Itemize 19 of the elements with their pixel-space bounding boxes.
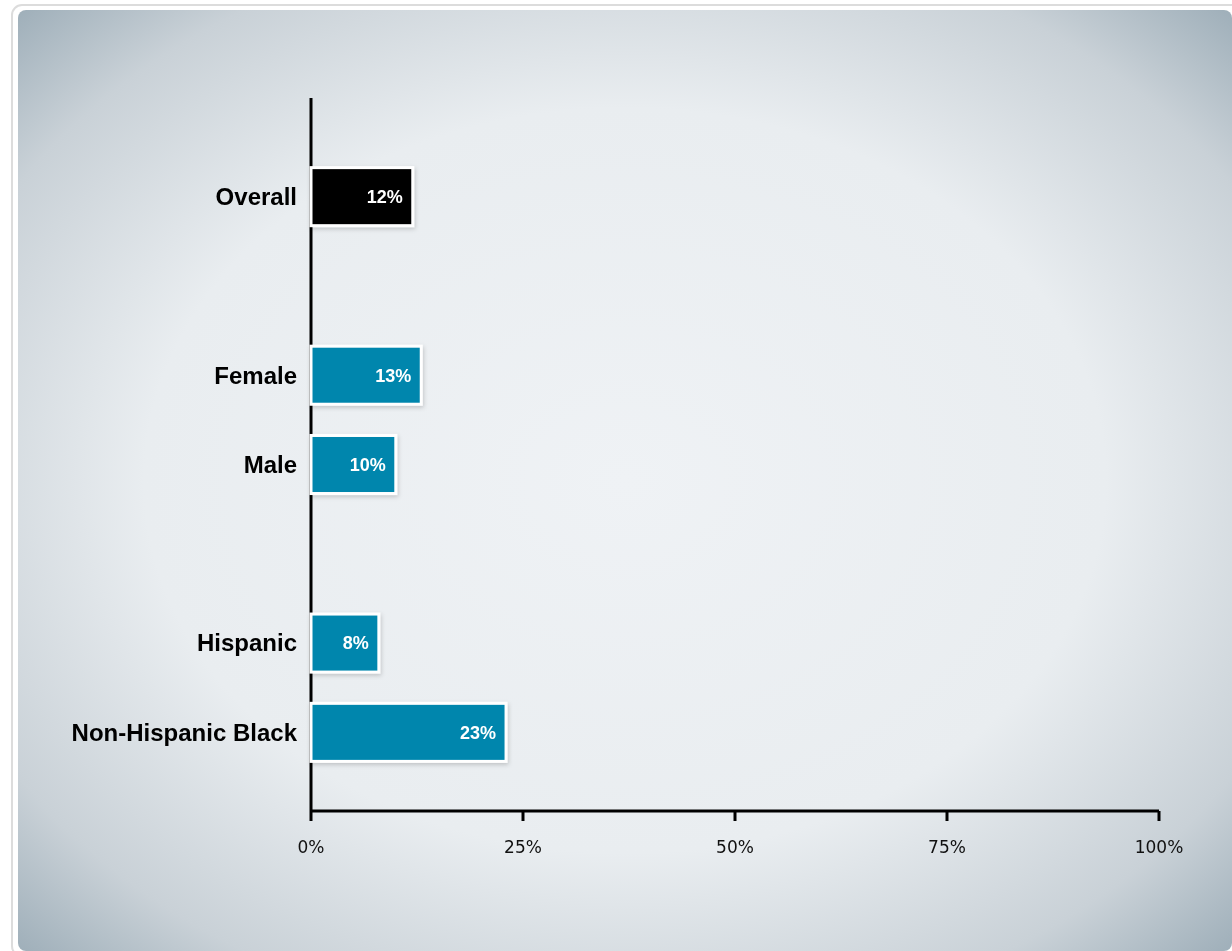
data-label: 12%	[366, 186, 403, 207]
bar	[309, 344, 423, 406]
bar	[309, 433, 398, 496]
bar	[309, 612, 381, 674]
data-label: 13%	[375, 365, 412, 386]
y-tick-label: Overall	[215, 183, 297, 211]
y-tick-label: Non-Hispanic Black	[71, 718, 298, 746]
data-label: 10%	[349, 454, 386, 475]
x-tick-label: 0%	[297, 837, 325, 857]
x-tick-label: 75%	[928, 837, 966, 857]
y-tick-label: Female	[214, 361, 297, 389]
y-tick-label: Hispanic	[196, 629, 297, 657]
x-tick-label: 100%	[1134, 837, 1184, 857]
x-tick-label: 25%	[504, 837, 542, 857]
x-tick-label: 50%	[716, 837, 754, 857]
data-label: 8%	[342, 633, 369, 654]
data-label: 23%	[460, 722, 497, 743]
bar	[309, 701, 508, 763]
y-tick-label: Male	[243, 450, 297, 478]
